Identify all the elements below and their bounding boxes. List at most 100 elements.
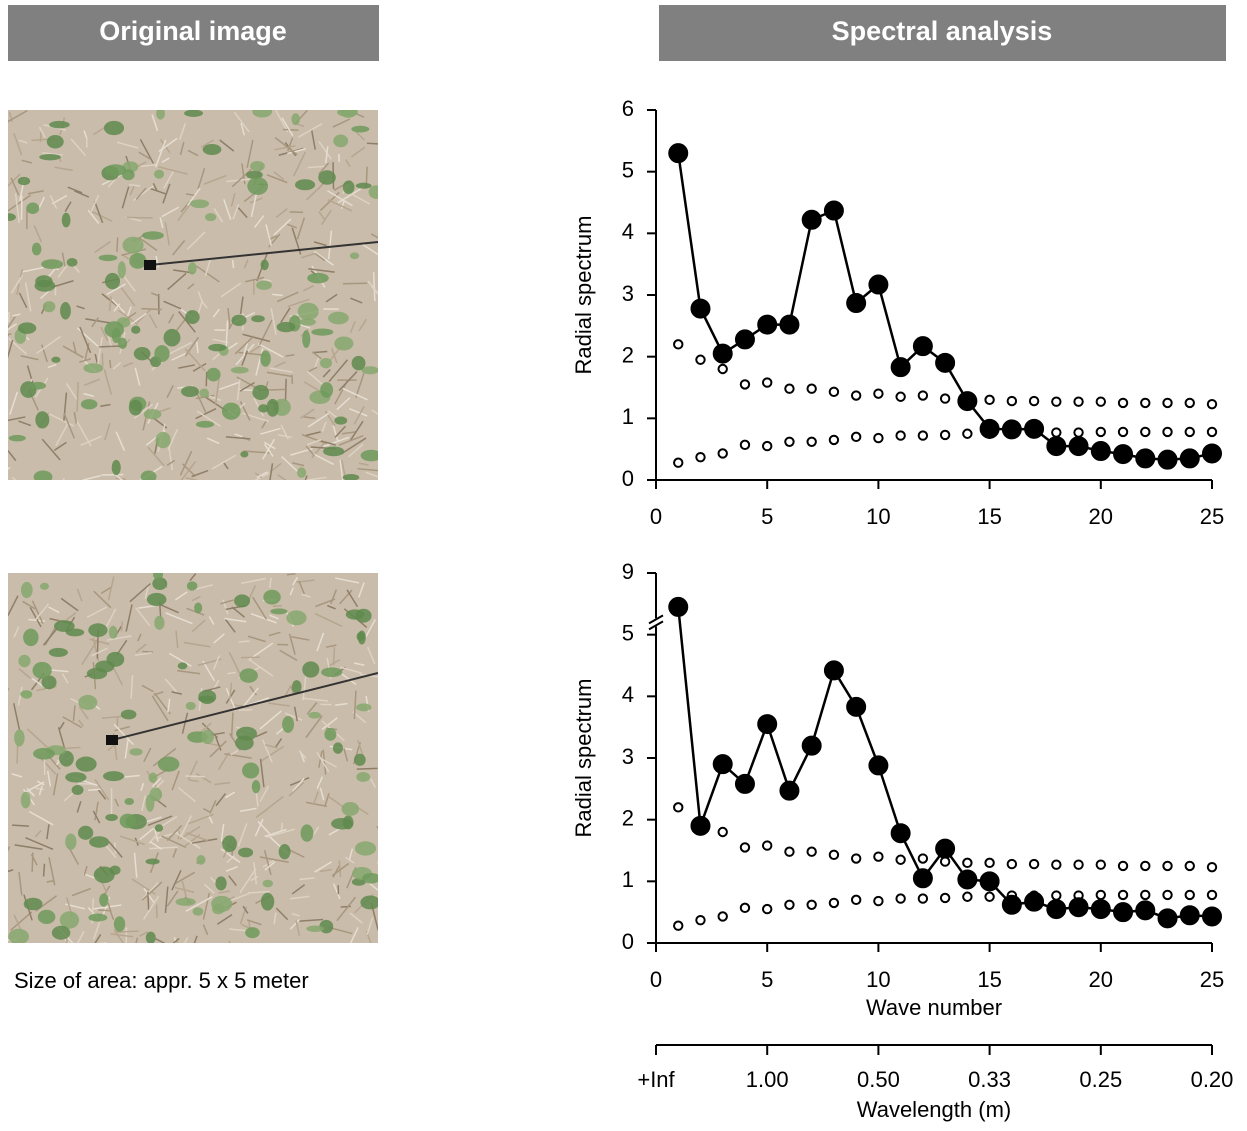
photo-grass bbox=[51, 357, 60, 363]
header: Original image bbox=[99, 16, 287, 46]
photo-grass bbox=[333, 134, 348, 147]
data-point bbox=[913, 869, 932, 888]
photo-grass bbox=[188, 262, 197, 274]
photo-grass bbox=[212, 904, 225, 914]
photo-grass bbox=[187, 581, 198, 590]
photo-grass bbox=[302, 661, 319, 677]
photo-grass bbox=[311, 328, 333, 335]
photo-stake bbox=[144, 260, 156, 270]
photo-grass bbox=[198, 690, 216, 704]
x-tick-label: 15 bbox=[977, 504, 1001, 529]
envelope-point bbox=[919, 431, 927, 439]
photo-grass bbox=[76, 757, 97, 772]
photo-grass bbox=[222, 403, 241, 420]
photo-grass bbox=[164, 329, 181, 347]
photo-straw bbox=[110, 360, 111, 368]
photo-grass bbox=[240, 451, 248, 457]
photo-straw bbox=[334, 647, 335, 665]
envelope-point bbox=[1074, 397, 1082, 405]
photo-grass bbox=[193, 907, 204, 915]
envelope-point bbox=[741, 441, 749, 449]
y-tick-label: 0 bbox=[622, 929, 634, 954]
photo-grass bbox=[129, 400, 143, 416]
photo-grass bbox=[104, 321, 124, 337]
y-tick-label: 2 bbox=[622, 342, 634, 367]
photo-grass bbox=[32, 662, 51, 679]
data-point bbox=[713, 344, 732, 363]
photo-grass bbox=[356, 183, 372, 189]
photo-grass bbox=[124, 798, 134, 805]
y-tick-label: 5 bbox=[622, 620, 634, 645]
data-point bbox=[1047, 437, 1066, 456]
data-point bbox=[1002, 895, 1021, 914]
envelope-point bbox=[674, 340, 682, 348]
envelope-point bbox=[785, 901, 793, 909]
x-tick-label: 25 bbox=[1200, 504, 1224, 529]
x-tick-label: 25 bbox=[1200, 967, 1224, 992]
photo-grass bbox=[131, 326, 140, 334]
photo-grass bbox=[323, 446, 344, 456]
y-tick-label: 3 bbox=[622, 281, 634, 306]
photo-grass bbox=[306, 926, 324, 932]
x-tick-label: 5 bbox=[761, 967, 773, 992]
envelope-point bbox=[1119, 399, 1127, 407]
data-point bbox=[1203, 444, 1222, 463]
data-point bbox=[891, 824, 910, 843]
photo-grass bbox=[105, 164, 126, 176]
photo-straw bbox=[378, 478, 393, 488]
photo-grass bbox=[118, 338, 127, 349]
photo-grass bbox=[320, 358, 332, 368]
photo-grass bbox=[149, 787, 162, 801]
photo-grass bbox=[252, 780, 261, 793]
envelope-point bbox=[1008, 397, 1016, 405]
data-point bbox=[691, 299, 710, 318]
x-tick-label: 5 bbox=[761, 504, 773, 529]
photo-straw bbox=[292, 375, 293, 384]
photo-straw bbox=[239, 641, 250, 642]
photo-grass bbox=[355, 841, 376, 855]
data-point bbox=[1069, 437, 1088, 456]
photo-grass bbox=[49, 121, 70, 129]
photo-grass bbox=[81, 399, 98, 409]
y-axis-label: Radial spectrum bbox=[571, 216, 596, 375]
photo-grass bbox=[65, 834, 76, 850]
photo-grass bbox=[339, 102, 357, 118]
data-point bbox=[735, 330, 754, 349]
photo-grass bbox=[260, 350, 271, 366]
photo-grass bbox=[129, 253, 146, 269]
photo-grass bbox=[62, 213, 71, 228]
photo-grass bbox=[8, 929, 29, 945]
envelope-point bbox=[1052, 860, 1060, 868]
photo-grass bbox=[185, 310, 199, 324]
x2-tick-label: 0.33 bbox=[968, 1067, 1011, 1092]
photo-grass bbox=[247, 177, 268, 195]
envelope-point bbox=[1119, 862, 1127, 870]
photo-grass bbox=[40, 583, 49, 590]
photo-grass bbox=[72, 785, 84, 795]
photo-grass bbox=[33, 748, 55, 760]
photo-grass bbox=[26, 203, 39, 214]
envelope-point bbox=[963, 859, 971, 867]
x2-tick-label: 0.50 bbox=[857, 1067, 900, 1092]
envelope-point bbox=[1141, 399, 1149, 407]
photo-straw bbox=[233, 260, 234, 268]
envelope-point bbox=[830, 851, 838, 859]
photo-grass bbox=[205, 213, 216, 221]
data-point bbox=[1091, 900, 1110, 919]
envelope-point bbox=[719, 449, 727, 457]
photo-grass bbox=[199, 389, 209, 398]
data-point bbox=[691, 816, 710, 835]
data-point bbox=[780, 781, 799, 800]
photo-straw bbox=[285, 379, 286, 401]
photo-grass bbox=[49, 648, 68, 657]
x2-tick-label: 1.00 bbox=[746, 1067, 789, 1092]
photos bbox=[0, 102, 396, 964]
data-point bbox=[735, 774, 754, 793]
photo-grass bbox=[112, 460, 121, 475]
y-tick-label: 9 bbox=[622, 559, 634, 584]
photo-grass bbox=[302, 330, 310, 348]
envelope-point bbox=[852, 896, 860, 904]
envelope-point bbox=[807, 848, 815, 856]
photo-straw bbox=[377, 862, 386, 887]
